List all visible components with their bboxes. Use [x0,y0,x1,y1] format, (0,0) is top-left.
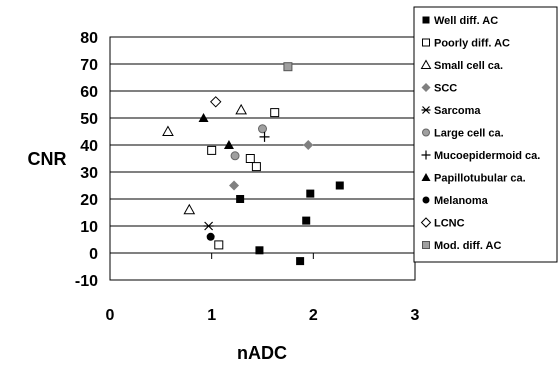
legend-label: Poorly diff. AC [434,38,510,50]
x-tick-label: 1 [207,307,216,324]
data-point [306,189,315,198]
y-tick-label: 70 [80,57,98,74]
legend-marker [422,16,430,24]
data-point [236,195,245,203]
data-point [283,62,293,72]
data-point [235,103,247,115]
y-tick-label: 80 [80,30,98,47]
data-point [270,108,280,118]
y-tick-label: 50 [80,111,98,128]
data-point [245,154,255,163]
legend: Well diff. AC Poorly diff. AC Small cell c… [413,6,558,263]
legend-label: Melanoma [434,195,489,207]
legend-marker [421,106,431,114]
legend-marker [421,83,431,92]
y-axis-title: CNR [28,149,67,169]
legend-label: Mucoepidermoid ca. [434,150,540,162]
legend-label: LCNC [434,218,465,230]
legend-marker [421,173,431,181]
data-point [203,221,214,231]
data-point [255,246,264,255]
y-tick-label: 0 [89,246,98,263]
data-point [207,145,217,155]
y-tick-label: 20 [80,192,98,209]
x-tick-labels: 0 1 2 3 [106,307,420,324]
legend-marker [421,150,431,160]
legend-label: Papillotubular ca. [434,173,526,185]
data-point [206,232,215,241]
y-tick-label: 60 [80,84,98,101]
plot-area [109,36,416,281]
y-tick-label: -10 [75,273,98,290]
legend-marker [422,128,430,137]
data-points [162,62,344,266]
data-point [335,181,344,190]
y-tick-label: 10 [80,219,98,236]
data-point [259,131,270,142]
legend-marker [422,38,430,47]
legend-label: SCC [434,83,457,95]
data-point [258,124,267,134]
y-tick-labels: -10 0 10 20 30 40 50 60 70 80 [75,30,98,290]
data-point [302,216,311,225]
data-point [223,140,234,149]
data-point [229,180,240,191]
x-axis-title: nADC [237,343,287,363]
legend-label: Mod. diff. AC [434,240,501,252]
data-point [303,140,314,150]
data-point [210,96,222,108]
data-point [230,151,240,161]
gridlines [110,63,415,259]
legend-marker [422,196,430,204]
data-point [214,240,224,250]
x-tick-label: 3 [411,307,420,324]
legend-label: Large cell ca. [434,128,504,140]
data-point [296,257,305,266]
legend-marker [420,217,432,228]
data-point [198,113,209,122]
legend-label: Sarcoma [434,105,481,117]
x-tick-label: 0 [106,307,115,324]
data-point [251,162,261,172]
y-tick-label: 40 [80,138,98,155]
legend-marker [422,241,430,249]
x-tick-label: 2 [309,307,318,324]
legend-marker [420,59,432,69]
data-point [183,203,196,215]
legend-label: Small cell ca. [434,60,503,72]
data-point [162,125,174,136]
legend-label: Well diff. AC [434,15,498,27]
legend-box [413,6,558,263]
y-tick-label: 30 [80,165,98,182]
